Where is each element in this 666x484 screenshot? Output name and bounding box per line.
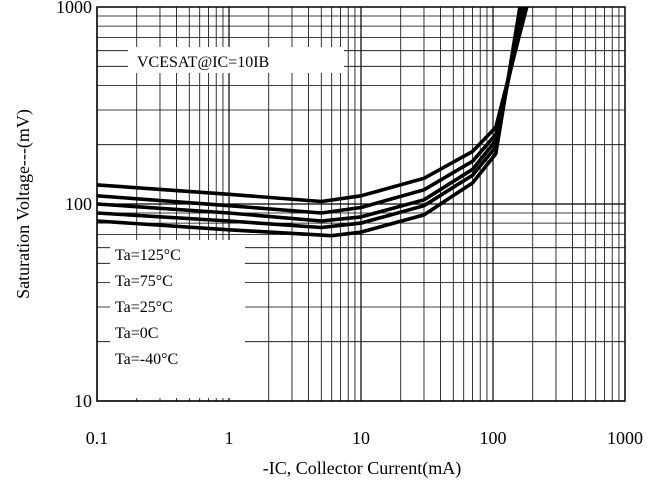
series-line-4 (97, 7, 524, 230)
series-line-2 (97, 7, 527, 215)
series-line-5 (97, 7, 522, 238)
annotation-box (128, 47, 344, 73)
legend-entry: Ta=125°C (115, 247, 181, 264)
series-lines (97, 7, 529, 238)
x-tick-label: 1 (225, 428, 234, 448)
annotation-label: VCESAT@IC=10IB (137, 54, 269, 71)
y-tick-label: 100 (65, 194, 92, 214)
x-axis-title: -IC, Collector Current(mA) (263, 458, 461, 479)
legend-entry: Ta=75°C (115, 273, 173, 290)
y-tick-labels: 10 100 1000 (56, 0, 92, 411)
plot-frame (96, 6, 626, 402)
y-axis-title: Saturation Voltage---(mV) (13, 109, 34, 299)
x-tick-label: 10 (352, 428, 370, 448)
y-tick-label: 10 (74, 391, 92, 411)
y-tick-label: 1000 (56, 0, 92, 17)
x-tick-labels: 0.1 1 10 100 1000 (86, 428, 643, 448)
series-line-1 (97, 7, 529, 204)
series-line-3 (97, 7, 526, 223)
legend: Ta=125°C Ta=75°C Ta=25°C Ta=0C Ta=-40°C (115, 247, 181, 368)
legend-entry: Ta=-40°C (115, 351, 178, 368)
legend-box (110, 240, 245, 398)
legend-entry: Ta=25°C (115, 299, 173, 316)
x-tick-label: 100 (480, 428, 507, 448)
x-tick-label: 0.1 (86, 428, 109, 448)
x-tick-label: 1000 (607, 428, 643, 448)
legend-entry: Ta=0C (115, 325, 158, 342)
